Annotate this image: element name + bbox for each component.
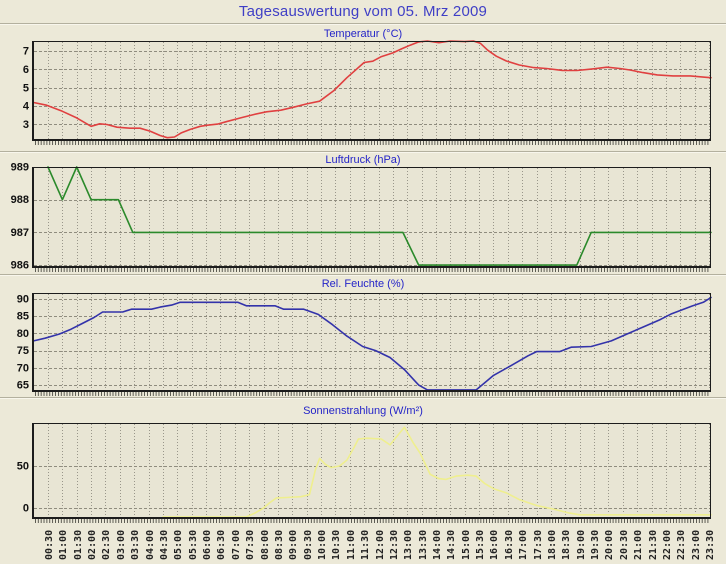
y-tick-label: 70 (17, 362, 29, 374)
x-tick-label: 03:30 (130, 530, 141, 560)
y-tick-label: 80 (17, 328, 29, 340)
section-divider (0, 23, 726, 25)
y-tick-label: 75 (17, 345, 29, 357)
y-tick-label: 5 (23, 82, 29, 94)
section-divider (0, 151, 726, 153)
solar-series-line (162, 426, 712, 518)
y-tick-label: 6 (23, 64, 29, 76)
x-tick-label: 22:00 (662, 530, 673, 560)
x-tick-label: 08:30 (274, 530, 285, 560)
temperature-series-line (32, 40, 712, 139)
x-tick-label: 12:00 (375, 530, 386, 560)
x-tick-label: 13:30 (418, 530, 429, 560)
section-divider (0, 274, 726, 276)
x-tick-label: 05:00 (173, 530, 184, 560)
y-tick-label: 7 (23, 46, 29, 58)
x-tick-label: 10:30 (331, 530, 342, 560)
x-tick-label: 14:30 (446, 530, 457, 560)
page-title: Tagesauswertung vom 05. Mrz 2009 (238, 3, 488, 20)
temperature-chart: Temperatur (°C) 3 4 5 6 7 (0, 25, 726, 151)
y-tick-label: 3 (23, 119, 29, 131)
humidity-series-line (32, 296, 712, 391)
solar-radiation-plot: 0 50 (17, 423, 712, 523)
x-tick-label: 17:30 (533, 530, 544, 560)
pressure-chart-title: Luftdruck (hPa) (325, 154, 401, 166)
x-tick-label: 09:00 (288, 530, 299, 560)
x-tick-label: 20:00 (604, 530, 615, 560)
y-tick-label: 50 (17, 460, 29, 472)
solar-radiation-chart: Sonnenstrahlung (W/m²) 0 50 (0, 399, 726, 523)
x-tick-label: 10:00 (317, 530, 328, 560)
x-tick-label: 04:30 (159, 530, 170, 560)
pressure-chart: Luftdruck (hPa) 986 987 988 989 (0, 153, 726, 274)
y-tick-label: 989 (11, 162, 29, 174)
x-tick-label: 20:30 (619, 530, 630, 560)
y-tick-label: 90 (17, 293, 29, 305)
y-tick-label: 987 (11, 227, 29, 239)
x-tick-label: 19:00 (576, 530, 587, 560)
temperature-plot: 3 4 5 6 7 (23, 40, 712, 145)
y-tick-label: 0 (23, 503, 29, 515)
x-tick-label: 00:30 (44, 530, 55, 560)
x-tick-label: 21:30 (648, 530, 659, 560)
x-tick-label: 02:30 (101, 530, 112, 560)
x-tick-label: 08:00 (260, 530, 271, 560)
y-tick-label: 65 (17, 380, 29, 392)
y-tick-label: 85 (17, 311, 29, 323)
x-tick-label: 18:00 (547, 530, 558, 560)
pressure-series-line (47, 166, 712, 266)
y-tick-label: 986 (11, 260, 29, 272)
x-tick-label: 07:00 (231, 530, 242, 560)
x-tick-label: 23:00 (691, 530, 702, 560)
x-tick-label: 09:30 (303, 530, 314, 560)
x-tick-label: 18:30 (561, 530, 572, 560)
humidity-chart-title: Rel. Feuchte (%) (321, 278, 405, 290)
time-axis-labels: 00:30 01:00 01:30 02:00 02:30 03:00 03:30 04:00… (44, 530, 716, 560)
x-tick-label: 01:00 (58, 530, 69, 560)
x-tick-label: 22:30 (676, 530, 687, 560)
x-tick-label: 17:00 (518, 530, 529, 560)
x-tick-label: 14:00 (432, 530, 443, 560)
x-tick-label: 07:30 (245, 530, 256, 560)
humidity-chart: Rel. Feuchte (%) 65 70 75 80 85 90 (0, 276, 726, 397)
x-tick-label: 04:00 (145, 530, 156, 560)
x-tick-label: 05:30 (188, 530, 199, 560)
x-tick-label: 16:30 (504, 530, 515, 560)
x-tick-label: 13:00 (403, 530, 414, 560)
plot-background (33, 167, 711, 268)
solar-radiation-chart-title: Sonnenstrahlung (W/m²) (303, 405, 423, 417)
x-tick-label: 06:00 (202, 530, 213, 560)
x-tick-label: 16:00 (489, 530, 500, 560)
y-tick-label: 988 (11, 194, 29, 206)
plot-background (33, 423, 711, 519)
humidity-plot: 65 70 75 80 85 90 (17, 293, 712, 396)
x-tick-label: 19:30 (590, 530, 601, 560)
x-tick-label: 01:30 (73, 530, 84, 560)
x-tick-label: 11:30 (360, 530, 371, 560)
x-tick-label: 11:00 (346, 530, 357, 560)
x-tick-label: 02:00 (87, 530, 98, 560)
x-tick-label: 12:30 (389, 530, 400, 560)
y-tick-label: 4 (23, 101, 30, 113)
pressure-plot: 986 987 988 989 (11, 162, 712, 272)
x-tick-label: 06:30 (216, 530, 227, 560)
x-tick-label: 15:30 (475, 530, 486, 560)
x-tick-label: 03:00 (116, 530, 127, 560)
x-tick-label: 21:00 (633, 530, 644, 560)
temperature-chart-title: Temperatur (°C) (323, 28, 403, 40)
x-tick-label: 15:00 (461, 530, 472, 560)
x-tick-label: 23:30 (705, 530, 716, 560)
section-divider (0, 397, 726, 399)
